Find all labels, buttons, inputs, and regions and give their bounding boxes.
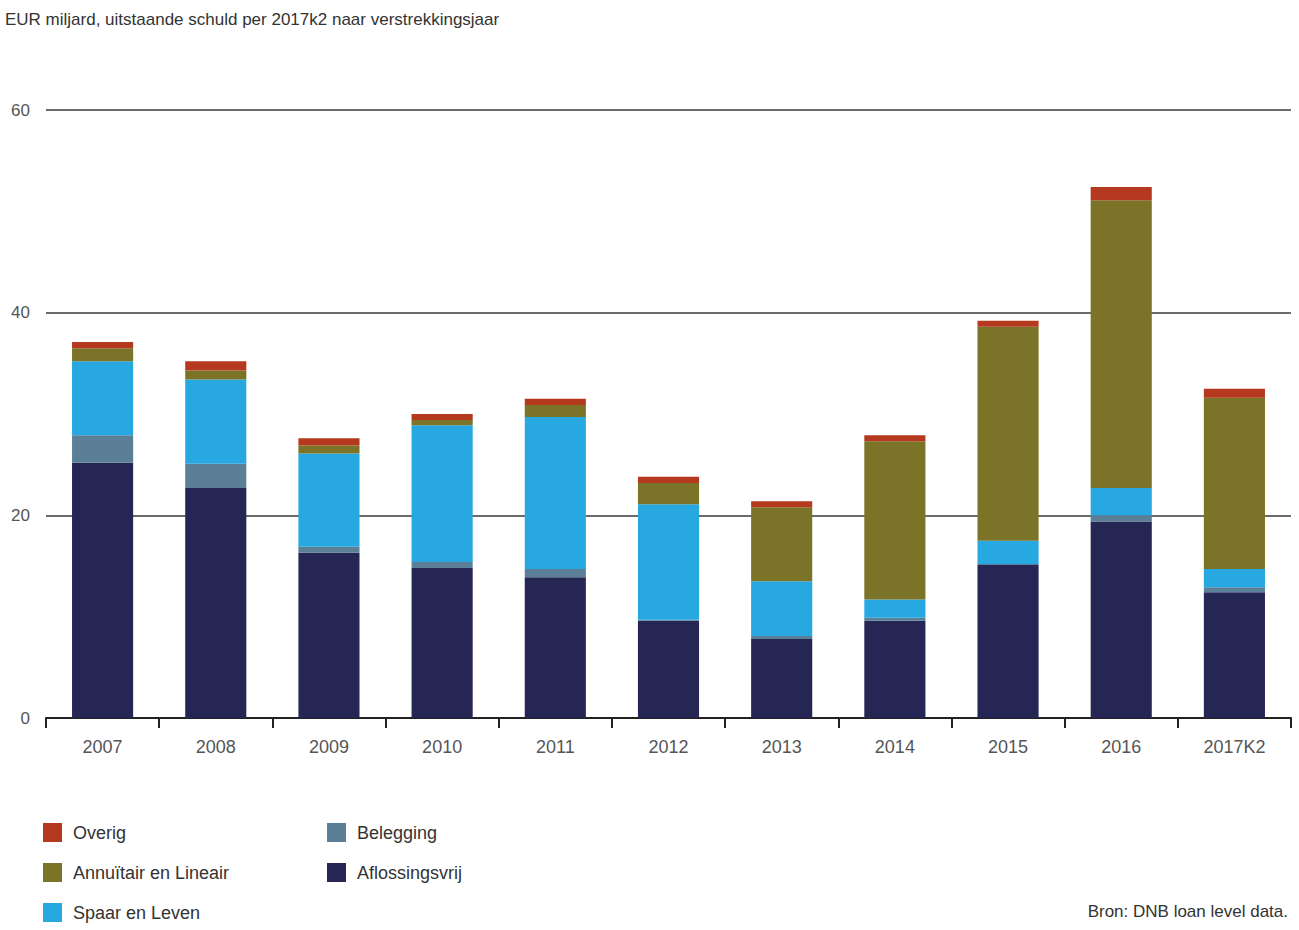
svg-text:2012: 2012 bbox=[648, 737, 688, 757]
svg-text:2017K2: 2017K2 bbox=[1203, 737, 1265, 757]
svg-text:Aflossingsvrij: Aflossingsvrij bbox=[357, 863, 462, 883]
svg-text:2016: 2016 bbox=[1101, 737, 1141, 757]
svg-text:2010: 2010 bbox=[422, 737, 462, 757]
svg-text:2011: 2011 bbox=[536, 737, 575, 757]
svg-text:20: 20 bbox=[11, 506, 30, 525]
svg-text:60: 60 bbox=[11, 101, 30, 120]
svg-text:Overig: Overig bbox=[73, 823, 126, 843]
svg-text:Belegging: Belegging bbox=[357, 823, 437, 843]
svg-text:0: 0 bbox=[21, 709, 30, 728]
svg-text:2015: 2015 bbox=[988, 737, 1028, 757]
svg-text:40: 40 bbox=[11, 303, 30, 322]
svg-text:EUR miljard, uitstaande schuld: EUR miljard, uitstaande schuld per 2017k… bbox=[5, 10, 500, 29]
svg-text:Spaar en Leven: Spaar en Leven bbox=[73, 903, 200, 923]
svg-text:2013: 2013 bbox=[762, 737, 802, 757]
svg-text:2014: 2014 bbox=[875, 737, 915, 757]
svg-text:2009: 2009 bbox=[309, 737, 349, 757]
svg-text:2008: 2008 bbox=[196, 737, 236, 757]
svg-text:Annuïtair en Lineair: Annuïtair en Lineair bbox=[73, 863, 229, 883]
svg-text:Bron: DNB loan level data.: Bron: DNB loan level data. bbox=[1088, 902, 1288, 921]
svg-text:2007: 2007 bbox=[83, 737, 123, 757]
